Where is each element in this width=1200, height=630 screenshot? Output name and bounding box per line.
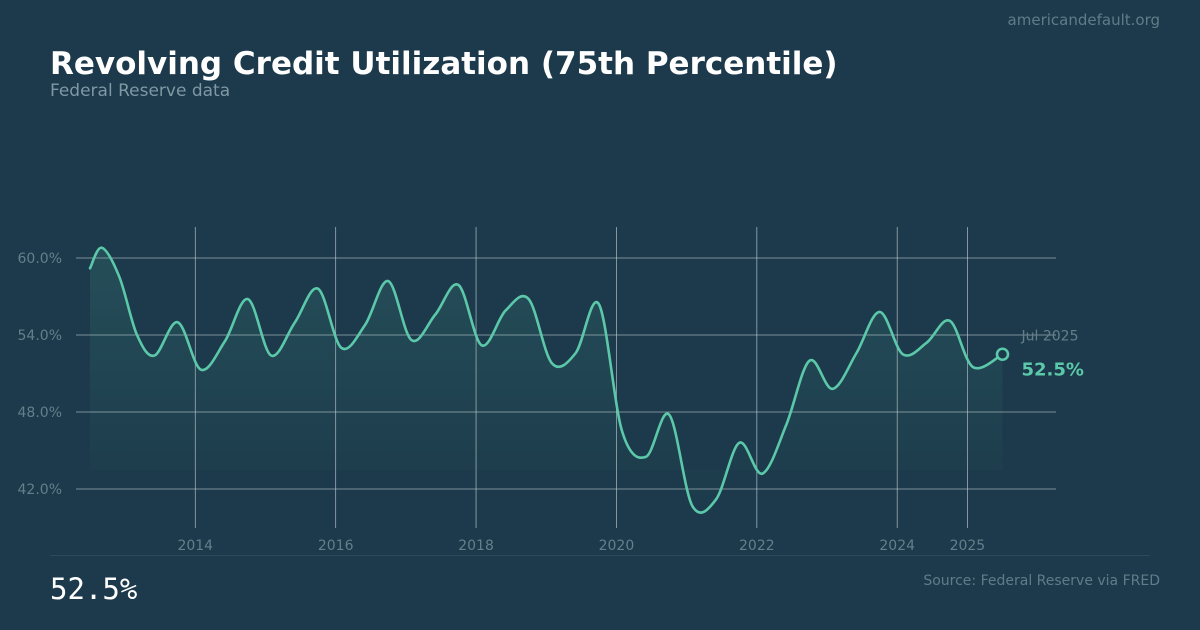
x-tick-label: 2014 (177, 538, 213, 554)
y-tick-label: 60.0% (18, 251, 62, 267)
footer-divider (50, 555, 1150, 556)
source-note: Source: Federal Reserve via FRED (923, 573, 1160, 589)
current-value-marker (995, 347, 1010, 362)
y-tick-label: 54.0% (18, 328, 62, 344)
current-value-big: 52.5% (50, 572, 138, 606)
current-value-label: 52.5% (1022, 359, 1084, 380)
y-tick-label: 48.0% (18, 405, 62, 421)
y-tick-label: 42.0% (18, 482, 62, 498)
x-tick-label: 2016 (318, 538, 354, 554)
chart-title: Revolving Credit Utilization (75th Perce… (50, 46, 838, 82)
chart-subtitle: Federal Reserve data (50, 81, 231, 101)
series-line (88, 246, 1004, 514)
x-tick-label: 2025 (950, 538, 986, 554)
current-date-label: Jul 2025 (1021, 328, 1079, 344)
x-tick-label: 2018 (458, 538, 494, 554)
x-tick-label: 2022 (739, 538, 775, 554)
x-tick-label: 2020 (599, 538, 635, 554)
tick-layer: 42.0% 48.0% 54.0% 60.0% 2014 2016 2018 2020 2022… (18, 251, 986, 554)
site-watermark[interactable]: americandefault.org (1007, 11, 1160, 29)
series-area (90, 247, 1003, 513)
x-tick-label: 2024 (879, 538, 915, 554)
